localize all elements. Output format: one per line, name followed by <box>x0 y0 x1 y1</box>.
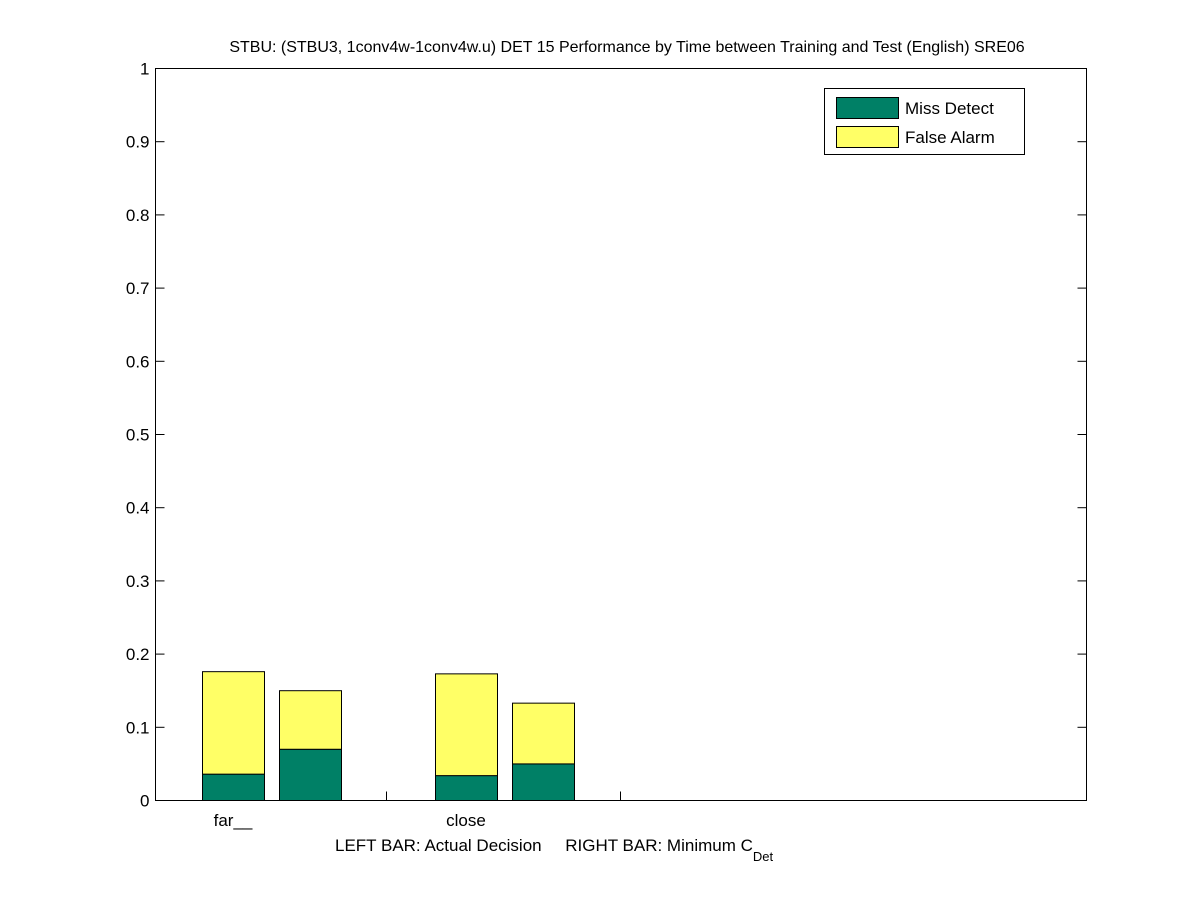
y-tick-label: 1 <box>140 60 149 79</box>
y-tick-label: 0.2 <box>126 645 150 664</box>
legend-label: False Alarm <box>905 128 995 147</box>
y-tick-label: 0.3 <box>126 572 150 591</box>
bar-miss-detect <box>512 763 575 802</box>
bar-miss-detect <box>279 748 342 802</box>
y-tick-label: 0.4 <box>126 499 150 518</box>
x-category-label: far__ <box>214 811 253 830</box>
bar-false-alarm <box>435 673 498 777</box>
y-tick-label: 0.5 <box>126 426 150 445</box>
x-axis-label: LEFT BAR: Actual Decision RIGHT BAR: Min… <box>335 836 773 864</box>
legend-swatch <box>836 97 899 119</box>
bar-miss-detect <box>202 773 265 802</box>
y-tick-label: 0.9 <box>126 133 150 152</box>
legend-swatch <box>836 126 899 148</box>
x-axis-label-subscript: Det <box>753 849 774 864</box>
y-tick-label: 0.8 <box>126 206 150 225</box>
x-axis-label-text: LEFT BAR: Actual Decision RIGHT BAR: Min… <box>335 836 753 855</box>
bar-false-alarm <box>202 671 265 775</box>
bar-false-alarm <box>512 702 575 765</box>
legend: Miss Detect False Alarm <box>824 88 1025 155</box>
y-tick-label: 0.1 <box>126 718 150 737</box>
y-tick-label: 0.6 <box>126 352 150 371</box>
x-category-label: close <box>446 811 486 830</box>
legend-label: Miss Detect <box>905 99 994 118</box>
y-tick-label: 0.7 <box>126 279 150 298</box>
y-tick-label: 0 <box>140 792 149 811</box>
chart-title: STBU: (STBU3, 1conv4w-1conv4w.u) DET 15 … <box>229 39 1024 56</box>
bar-false-alarm <box>279 690 342 750</box>
bar-miss-detect <box>435 775 498 801</box>
